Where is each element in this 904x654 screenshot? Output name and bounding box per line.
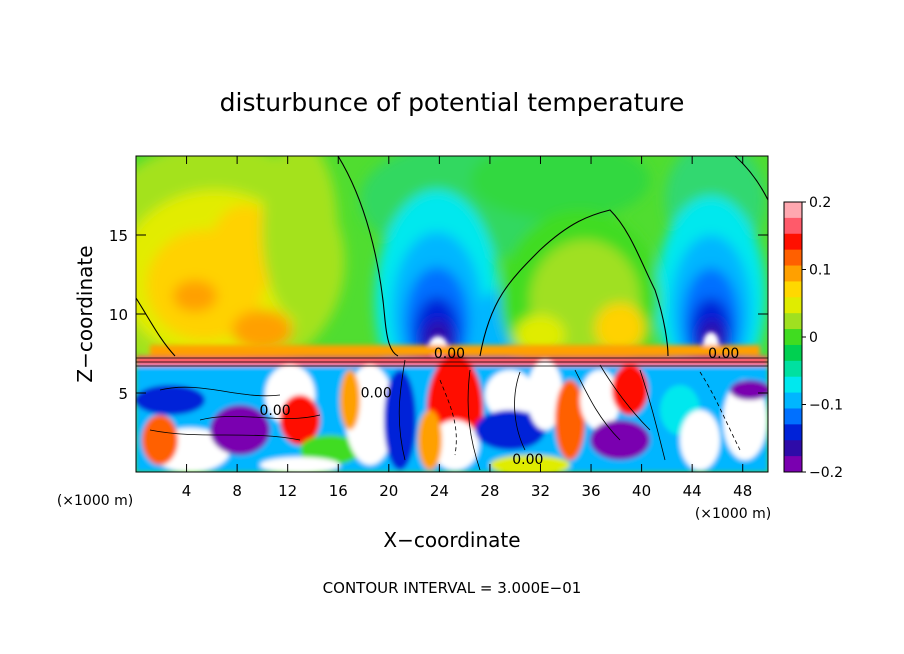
colorbar-swatch	[784, 217, 802, 235]
colorbar-swatch	[784, 392, 802, 409]
colorbar-swatch	[784, 360, 802, 378]
y-axis: 5 10 15	[109, 227, 768, 403]
contour-lines	[136, 156, 768, 471]
colorbar-swatch	[784, 440, 802, 457]
contour-label: 0.00	[434, 346, 465, 362]
lower-field	[136, 355, 768, 472]
x-axis-label: X−coordinate	[383, 528, 520, 552]
x-tick-label: 36	[581, 482, 600, 500]
x-unit-left: (×1000 m)	[57, 493, 133, 509]
colorbar-swatch	[784, 408, 802, 425]
colorbar-tick-label: 0.1	[809, 263, 831, 279]
x-axis: 4 8 12 16 20 24 28 32 36 40 44 48	[182, 156, 752, 500]
x-unit-right: (×1000 m)	[695, 506, 771, 522]
y-tick-label: 5	[118, 385, 128, 403]
chart-title: disturbunce of potential temperature	[220, 88, 685, 117]
x-tick-label: 48	[733, 482, 752, 500]
x-tick-label: 20	[379, 482, 398, 500]
colorbar-swatch	[784, 202, 802, 219]
contour-label: 0.00	[708, 346, 739, 362]
colorbar-swatch	[784, 329, 802, 346]
colorbar-swatch	[784, 281, 802, 298]
colorbar-tick-label: 0.2	[809, 195, 831, 211]
colorbar-swatch	[784, 297, 802, 314]
colorbar-swatch	[784, 424, 802, 441]
y-tick-label: 15	[109, 227, 128, 245]
contour-label: 0.00	[259, 403, 290, 419]
contour-label: 0.00	[361, 386, 392, 402]
x-tick-label: 16	[329, 482, 348, 500]
x-tick-label: 8	[232, 482, 242, 500]
y-tick-label: 10	[109, 306, 128, 324]
contour-label: 0.00	[512, 452, 543, 468]
x-tick-label: 44	[683, 482, 702, 500]
colorbar-tick-label: 0	[809, 330, 818, 346]
colorbar-swatch	[784, 456, 802, 473]
x-tick-label: 32	[531, 482, 550, 500]
contour-interval-note: CONTOUR INTERVAL = 3.000E−01	[323, 579, 582, 597]
colorbar-tick-label: −0.2	[809, 465, 843, 481]
colorbar-swatch	[784, 376, 802, 394]
x-tick-label: 40	[632, 482, 651, 500]
colorbar-swatch	[784, 265, 802, 282]
x-tick-label: 24	[430, 482, 449, 500]
plume-tips	[150, 332, 760, 360]
y-axis-label: Z−coordinate	[73, 245, 97, 382]
x-tick-label: 28	[480, 482, 499, 500]
colorbar-swatch	[784, 233, 802, 251]
x-tick-label: 12	[278, 482, 297, 500]
plot-area	[136, 156, 768, 472]
colorbar: 0.2 0.1 0 −0.1 −0.2	[783, 195, 843, 481]
x-tick-label: 4	[182, 482, 192, 500]
colorbar-tick-label: −0.1	[809, 398, 843, 414]
contour-labels: 0.00 0.00 0.00 0.00 0.00	[259, 346, 739, 468]
colorbar-swatch	[784, 313, 802, 330]
colorbar-swatch	[784, 344, 802, 362]
colorbar-swatch	[784, 249, 802, 267]
